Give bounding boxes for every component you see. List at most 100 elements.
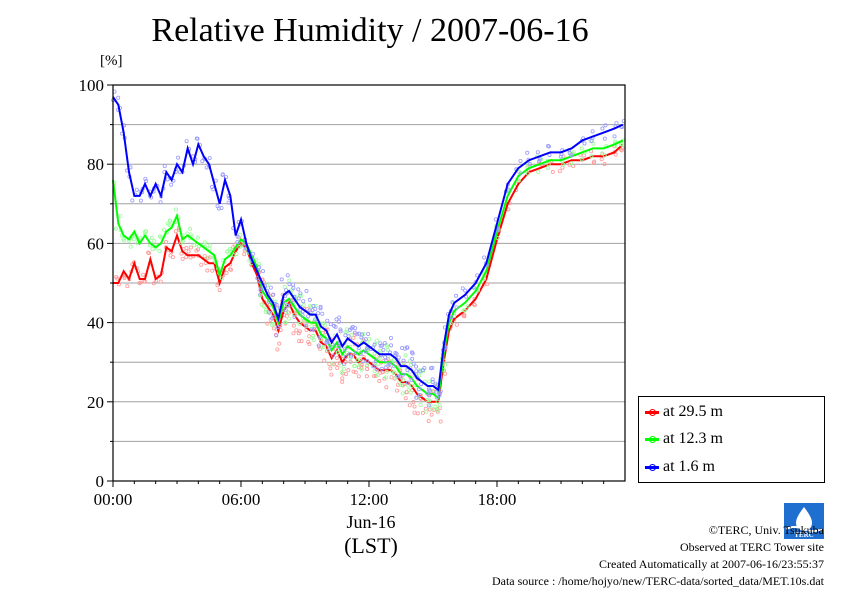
scatter-point [430,377,435,382]
scatter-point [304,328,309,333]
scatter-point [206,255,211,260]
scatter-point [118,106,123,111]
scatter-point [372,374,377,379]
scatter-point [340,379,345,384]
scatter-point [395,364,400,369]
scatter-point [266,309,271,314]
scatter-point [578,152,583,157]
scatter-point [165,221,170,226]
scatter-point [398,368,403,373]
scatter-point [282,284,287,289]
scatter-point [249,254,254,259]
scatter-point [298,291,303,296]
scatter-point [374,367,379,372]
scatter-point [448,308,453,313]
scatter-point [442,371,447,376]
scatter-point [247,258,252,263]
scatter-point [313,306,318,311]
scatter-point [169,250,174,255]
scatter-point [412,404,417,409]
scatter-point [114,274,119,279]
scatter-point [306,339,311,344]
scatter-point [339,370,344,375]
scatter-point [325,340,330,345]
scatter-point [328,322,333,327]
series-line [113,143,624,403]
scatter-point [304,306,309,311]
scatter-point [618,147,623,152]
scatter-point [266,294,271,299]
scatter-point [492,235,497,240]
scatter-point [121,236,126,241]
scatter-point [266,292,271,297]
x-axis-label: (LST) [344,533,398,558]
scatter-point [333,347,338,352]
scatter-point [184,254,189,259]
scatter-point [338,329,343,334]
scatter-point [316,311,321,316]
scatter-point [462,308,467,313]
scatter-point [365,367,370,372]
series-2 [111,89,626,408]
scatter-point [302,306,307,311]
scatter-point [482,276,487,281]
scatter-point [207,156,212,161]
legend-label: at 12.3 m [663,430,723,447]
scatter-point [274,313,279,318]
scatter-point [119,233,124,238]
scatter-point [287,278,292,283]
scatter-point [173,169,178,174]
scatter-point [517,179,522,184]
scatter-point [359,367,364,372]
scatter-point [282,294,287,299]
scatter-point [364,374,369,379]
scatter-point [142,279,147,284]
scatter-point [297,339,302,344]
scatter-point [416,387,421,392]
scatter-point [226,200,231,205]
scatter-point [320,330,325,335]
scatter-point [158,200,163,205]
scatter-point [146,250,151,255]
scatter-point [304,324,309,329]
scatter-point [349,326,354,331]
scatter-point [159,235,164,240]
scatter-point [426,387,431,392]
scatter-point [334,355,339,360]
scatter-point [127,277,132,282]
scatter-point [155,184,160,189]
scatter-point [274,333,279,338]
scatter-point [217,271,222,276]
scatter-point [569,161,574,166]
scatter-point [613,124,618,129]
scatter-point [437,403,442,408]
scatter-point [496,227,501,232]
scatter-point [418,369,423,374]
scatter-point [154,274,159,279]
scatter-point [242,237,247,242]
scatter-point [364,346,369,351]
scatter-point [338,363,343,368]
scatter-point [475,288,480,293]
scatter-point [232,242,237,247]
scatter-point [447,327,452,332]
scatter-point [336,319,341,324]
scatter-point [316,343,321,348]
scatter-point [348,356,353,361]
scatter-point [408,366,413,371]
copyright-text: ©TERC, Univ. Tsukuba [708,523,824,537]
scatter-point [567,162,572,167]
scatter-point [188,226,193,231]
scatter-point [225,249,230,254]
scatter-point [390,369,395,374]
scatter-point [122,238,127,243]
scatter-point [227,248,232,253]
scatter-point [402,362,407,367]
scatter-point [435,408,440,413]
scatter-point [571,150,576,155]
scatter-point [379,353,384,358]
scatter-point [395,388,400,393]
scatter-point [372,363,377,368]
scatter-point [348,344,353,349]
scatter-point [475,273,480,278]
